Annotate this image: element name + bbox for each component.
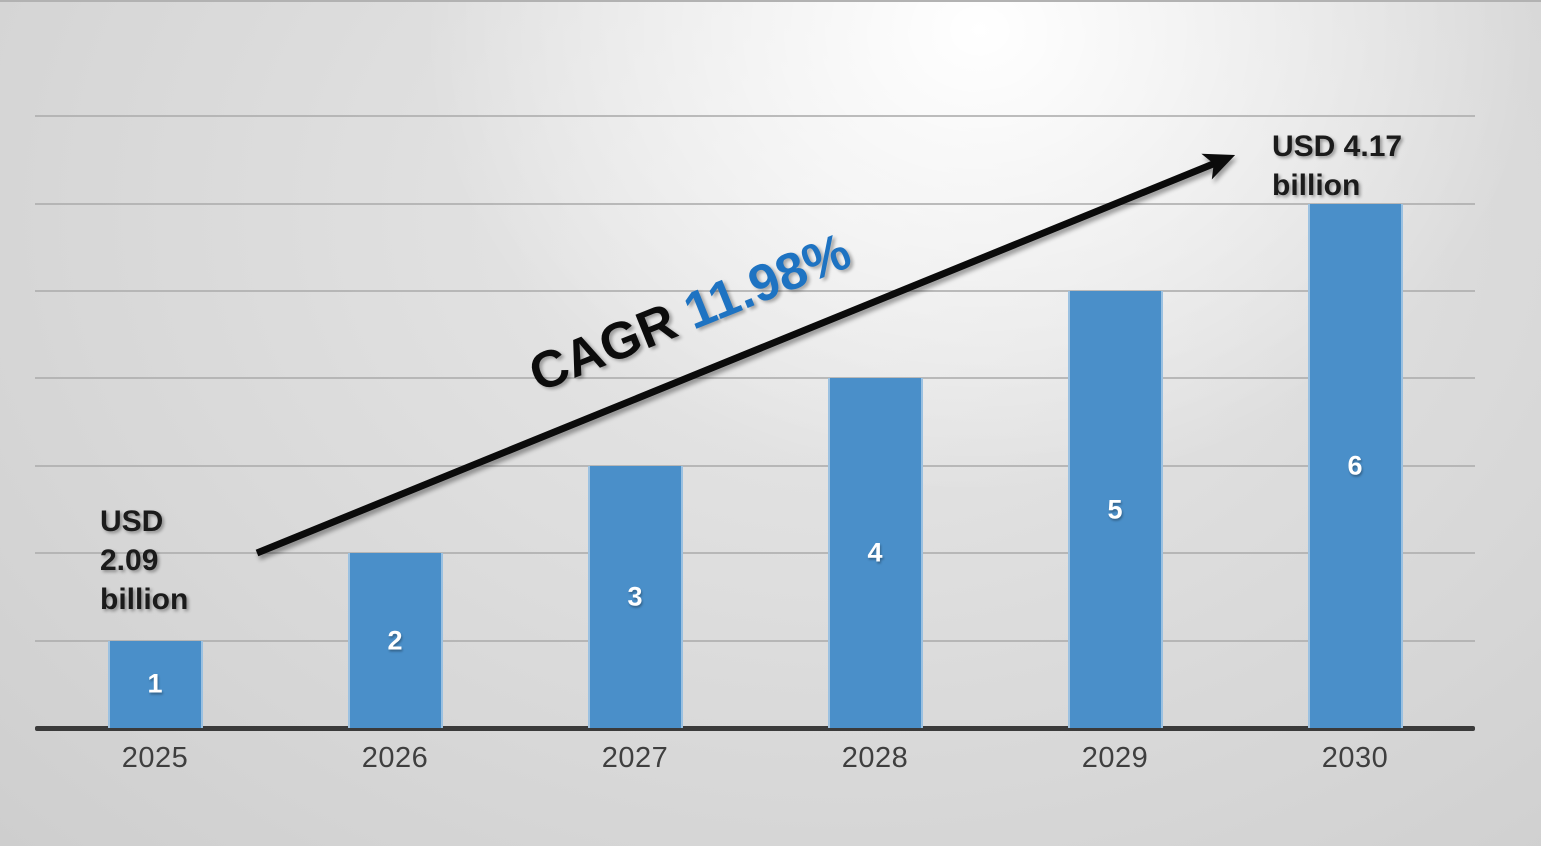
bar-value-label: 3 bbox=[627, 581, 643, 612]
x-tick-label-2025: 2025 bbox=[121, 742, 189, 774]
gridline bbox=[35, 202, 1475, 205]
gridline bbox=[35, 115, 1475, 118]
bar-value-label: 4 bbox=[867, 537, 883, 568]
x-axis-line bbox=[35, 726, 1475, 731]
bar-2025: 1 bbox=[107, 640, 203, 728]
x-tick-label-2027: 2027 bbox=[601, 742, 669, 774]
gridline bbox=[35, 464, 1475, 467]
bar-2026: 2 bbox=[347, 553, 443, 728]
bar-2030: 6 bbox=[1307, 203, 1403, 728]
bar-value-label: 6 bbox=[1347, 450, 1363, 481]
start-value-annotation: USD 2.09 billion bbox=[100, 505, 189, 616]
gridline bbox=[35, 639, 1475, 642]
x-tick-label-2030: 2030 bbox=[1321, 742, 1389, 774]
x-tick-label-2028: 2028 bbox=[841, 742, 909, 774]
bar-2027: 3 bbox=[587, 465, 683, 728]
gridline bbox=[35, 377, 1475, 380]
bar-2029: 5 bbox=[1067, 291, 1163, 728]
x-tick-label-2026: 2026 bbox=[361, 742, 429, 774]
bar-value-label: 1 bbox=[147, 668, 163, 699]
gridline bbox=[35, 552, 1475, 555]
end-value-annotation: USD 4.17 billion bbox=[1272, 130, 1403, 202]
bar-value-label: 2 bbox=[387, 625, 403, 656]
bar-2028: 4 bbox=[827, 378, 923, 728]
x-tick-label-2029: 2029 bbox=[1081, 742, 1149, 774]
bar-value-label: 5 bbox=[1107, 494, 1123, 524]
